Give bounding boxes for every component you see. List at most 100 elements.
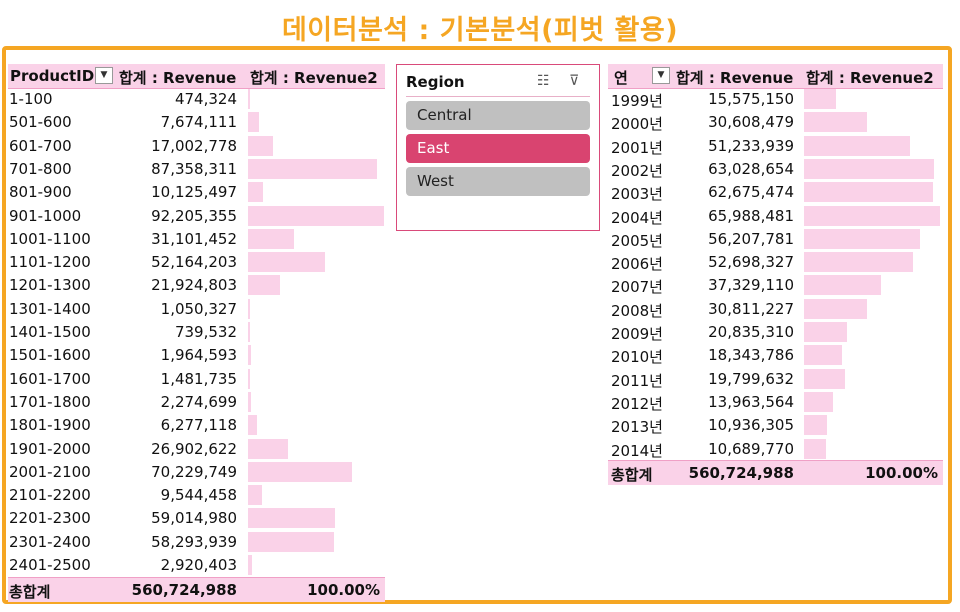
data-bar [248,368,251,389]
table-row[interactable]: 1001-1100 31,101,452 [8,228,385,251]
table-row[interactable]: 2005년 56,207,781 [608,228,943,251]
revenue-value: 15,575,150 [708,90,794,108]
table-row[interactable]: 2010년 18,343,786 [608,344,943,367]
row-label: 1601-1700 [9,369,91,388]
data-bar [804,345,842,366]
row-label: 501-600 [9,113,72,132]
row-label: 2001년 [611,138,663,157]
table-row[interactable]: 701-800 87,358,311 [8,158,385,181]
slicer-item-west[interactable]: West [406,167,590,196]
row-label: 2010년 [611,348,663,367]
revenue-value: 739,532 [174,323,237,341]
pivot-header: 연 ▼ 합계 : Revenue 합계 : Revenue2 [608,64,943,89]
revenue-value: 56,207,781 [708,229,794,248]
table-row[interactable]: 501-600 7,674,111 [8,111,385,134]
row-label: 1801-1900 [9,416,91,435]
table-row[interactable]: 2012년 13,963,564 [608,391,943,414]
revenue-value: 52,698,327 [708,253,794,272]
row-label: 701-800 [9,159,72,178]
data-bar [804,438,827,459]
revenue-value: 26,902,622 [151,439,237,458]
column-header-revenue: 합계 : Revenue [676,69,794,87]
data-bar [248,322,250,342]
table-row[interactable]: 2004년 65,988,481 [608,205,943,228]
table-row[interactable]: 2000년 30,608,479 [608,111,943,134]
row-label: 2003년 [611,185,663,204]
table-row[interactable]: 2301-2400 58,293,939 [8,531,385,554]
row-label: 2012년 [611,394,663,413]
row-label: 1401-1500 [9,323,91,341]
table-row[interactable]: 2011년 19,799,632 [608,368,943,391]
slicer-item-central[interactable]: Central [406,101,590,130]
table-row[interactable]: 2003년 62,675,474 [608,181,943,204]
data-bar [804,135,910,156]
table-row[interactable]: 2008년 30,811,227 [608,298,943,321]
column-header-productid: ProductID [10,67,95,85]
table-row[interactable]: 2001-2100 70,229,749 [8,461,385,484]
revenue-value: 51,233,939 [708,136,794,155]
row-label: 1-100 [9,90,53,108]
data-bar [248,345,251,366]
data-bar [248,298,250,319]
table-row[interactable]: 2013년 10,936,305 [608,414,943,437]
table-row[interactable]: 2401-2500 2,920,403 [8,554,385,577]
table-row[interactable]: 1401-1500 739,532 [8,321,385,344]
revenue-value: 6,277,118 [160,416,237,435]
table-row[interactable]: 2001년 51,233,939 [608,135,943,158]
data-bar [804,391,833,412]
table-row[interactable]: 801-900 10,125,497 [8,181,385,204]
revenue-value: 18,343,786 [708,346,794,365]
row-label: 2301-2400 [9,532,91,551]
data-bar [248,485,263,506]
row-label: 2009년 [611,325,663,343]
row-label: 2000년 [611,115,663,134]
data-bar [248,555,253,575]
table-row[interactable]: 1501-1600 1,964,593 [8,344,385,367]
table-row[interactable]: 1-100 474,324 [8,88,385,111]
table-row[interactable]: 2201-2300 59,014,980 [8,507,385,530]
table-row[interactable]: 2009년 20,835,310 [608,321,943,344]
table-row[interactable]: 601-700 17,002,778 [8,135,385,158]
page-title: 데이터분석 : 기본분석(피벗 활용) [281,15,679,46]
row-label: 1501-1600 [9,346,91,365]
data-bar [248,531,334,552]
table-row[interactable]: 1901-2000 26,902,622 [8,438,385,461]
table-row[interactable]: 1201-1300 21,924,803 [8,274,385,297]
clear-filter-icon[interactable]: ⊽ [569,73,580,89]
revenue-value: 7,674,111 [160,113,237,132]
table-row[interactable]: 1101-1200 52,164,203 [8,251,385,274]
filter-dropdown-icon[interactable]: ▼ [95,67,113,84]
row-label: 2007년 [611,278,663,297]
table-row[interactable]: 2006년 52,698,327 [608,251,943,274]
data-bar [804,298,868,319]
table-row[interactable]: 901-1000 92,205,355 [8,205,385,228]
revenue-value: 92,205,355 [151,206,237,225]
revenue-value: 17,002,778 [151,136,237,155]
table-row[interactable]: 1999년 15,575,150 [608,88,943,111]
revenue-value: 58,293,939 [151,532,237,551]
multi-select-icon[interactable]: ☷ [537,73,550,89]
row-label: 1701-1800 [9,392,91,411]
grand-total-percent: 100.00% [307,581,380,599]
data-bar [248,461,352,482]
row-label: 2005년 [611,231,663,250]
table-row[interactable]: 1601-1700 1,481,735 [8,368,385,391]
table-row[interactable]: 2002년 63,028,654 [608,158,943,181]
slicer-item-east[interactable]: East [406,134,590,163]
filter-dropdown-icon[interactable]: ▼ [652,67,670,84]
table-row[interactable]: 1801-1900 6,277,118 [8,414,385,437]
grand-total-value: 560,724,988 [688,464,794,482]
table-row[interactable]: 1301-1400 1,050,327 [8,298,385,321]
grand-total-row: 총합계 560,724,988 100.00% [608,460,943,485]
table-row[interactable]: 1701-1800 2,274,699 [8,391,385,414]
table-row[interactable]: 2014년 10,689,770 [608,438,943,461]
data-bar [804,368,845,389]
grand-total-value: 560,724,988 [131,581,237,599]
table-row[interactable]: 2101-2200 9,544,458 [8,484,385,507]
row-label: 1301-1400 [9,299,91,318]
table-row[interactable]: 2007년 37,329,110 [608,274,943,297]
revenue-value: 10,125,497 [151,183,237,202]
revenue-value: 37,329,110 [708,276,794,295]
revenue-value: 30,811,227 [708,299,794,318]
content-frame [2,46,952,604]
